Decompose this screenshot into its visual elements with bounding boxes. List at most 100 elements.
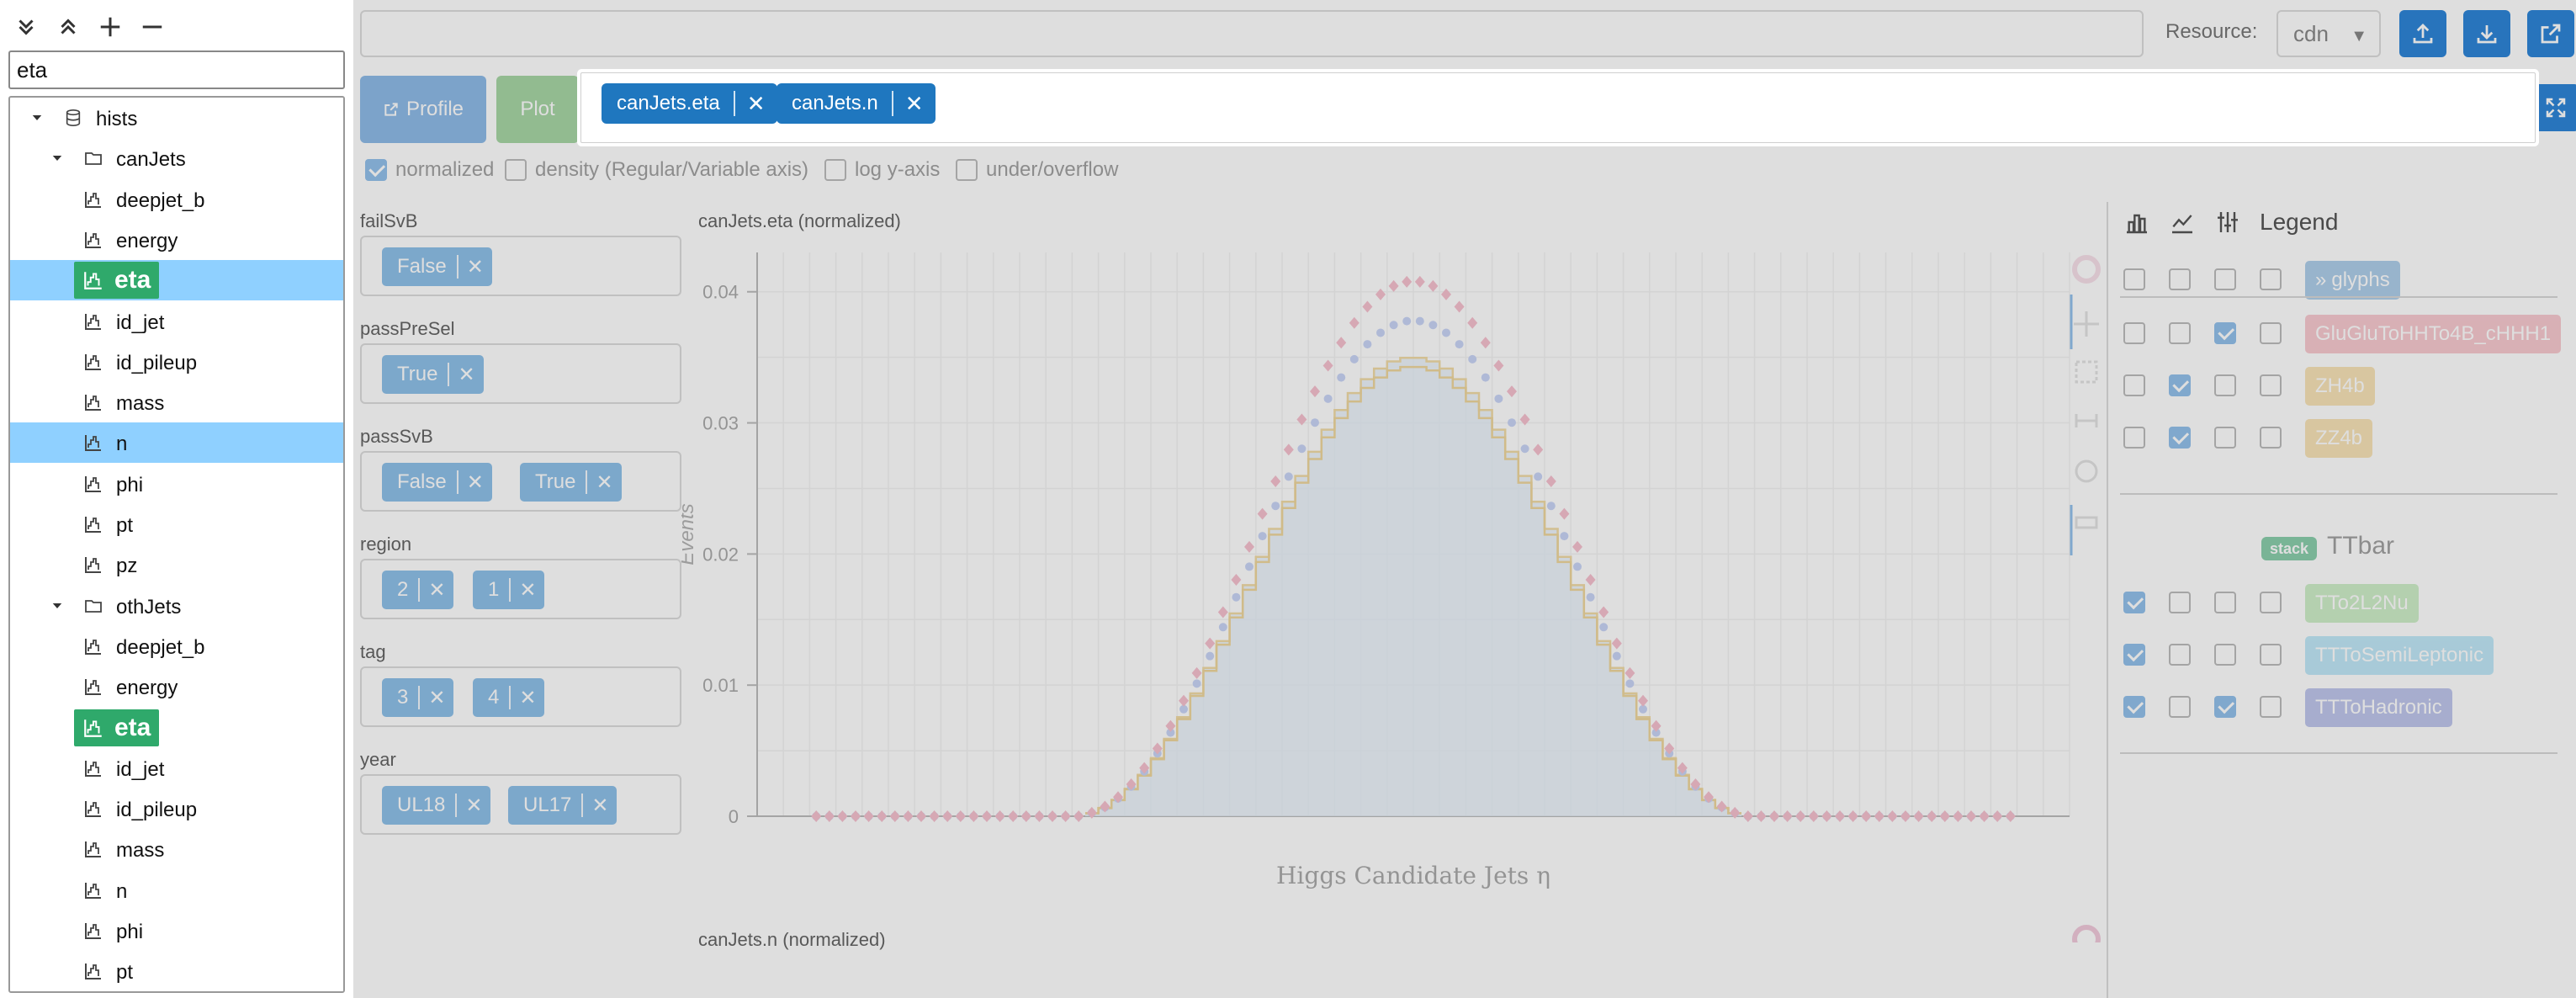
download-button[interactable] (2463, 10, 2510, 57)
legend-entry[interactable]: TTo2L2Nu (2123, 581, 2561, 624)
filter-value-tag[interactable]: True ✕ (520, 463, 622, 502)
option-checkbox[interactable] (365, 159, 387, 181)
option-0[interactable]: normalized (365, 158, 494, 182)
filter-select[interactable]: False ✕ True ✕ (360, 451, 681, 512)
close-icon[interactable]: ✕ (591, 794, 609, 817)
legend-checkbox[interactable] (2123, 644, 2145, 666)
legend-checkbox[interactable] (2169, 644, 2191, 666)
legend-checkbox[interactable] (2260, 374, 2282, 396)
tree-node-othJets-phi[interactable]: phi (10, 910, 343, 951)
tree-node-othJets-mass[interactable]: mass (10, 829, 343, 869)
legend-entry[interactable]: TTToHadronic (2123, 685, 2561, 729)
selected-hists-box[interactable]: canJets.eta ✕ canJets.n ✕ (580, 72, 2536, 143)
sliders-icon[interactable] (2214, 209, 2241, 236)
remove-button[interactable] (138, 10, 167, 44)
pan-tool-icon[interactable] (2074, 311, 2099, 337)
filter-value-tag[interactable]: 1 ✕ (473, 571, 545, 609)
close-icon[interactable]: ✕ (466, 470, 484, 494)
legend-checkbox[interactable] (2169, 696, 2191, 718)
legend-entry-tag[interactable]: TTToSemiLeptonic (2305, 636, 2494, 675)
tree-node-canJets-mass[interactable]: mass (10, 382, 343, 422)
legend-checkbox[interactable] (2214, 427, 2236, 449)
resource-select[interactable]: cdn ▼ (2277, 10, 2381, 57)
filter-value-tag[interactable]: True ✕ (382, 355, 484, 394)
tree-node-canJets-deepjet_b[interactable]: deepjet_b (10, 179, 343, 220)
tree-node-canJets-id_jet[interactable]: id_jet (10, 301, 343, 342)
legend-checkbox[interactable] (2169, 374, 2191, 396)
legend-checkbox[interactable] (2260, 644, 2282, 666)
wheel-zoom-icon[interactable] (2075, 414, 2098, 427)
legend-entry[interactable]: » glyphs (2123, 257, 2561, 301)
fullscreen-button[interactable] (2532, 84, 2576, 131)
hist-search-input[interactable] (8, 50, 345, 89)
caret-down-icon[interactable] (49, 150, 66, 167)
close-icon[interactable]: ✕ (466, 255, 484, 279)
close-icon[interactable]: ✕ (519, 578, 537, 602)
tree-node-othJets-eta[interactable]: eta (10, 708, 343, 748)
plot-button[interactable]: Plot (496, 76, 579, 143)
close-icon[interactable]: ✕ (428, 578, 446, 602)
close-icon[interactable]: ✕ (904, 90, 924, 116)
filter-value-tag[interactable]: 2 ✕ (382, 571, 454, 609)
close-icon[interactable]: ✕ (519, 686, 537, 709)
legend-checkbox[interactable] (2123, 592, 2145, 613)
caret-down-icon[interactable] (49, 597, 66, 614)
legend-checkbox[interactable] (2123, 322, 2145, 344)
expand-all-button[interactable] (12, 10, 40, 44)
caret-down-icon[interactable] (29, 109, 45, 126)
close-icon[interactable]: ✕ (465, 794, 483, 817)
tree-node-canJets-id_pileup[interactable]: id_pileup (10, 342, 343, 382)
tree-node-othJets-energy[interactable]: energy (10, 666, 343, 707)
legend-checkbox[interactable] (2260, 592, 2282, 613)
filter-select[interactable]: UL18 ✕ UL17 ✕ (360, 774, 681, 835)
option-1[interactable]: density (Regular/Variable axis) (505, 158, 808, 182)
legend-checkbox[interactable] (2214, 322, 2236, 344)
legend-entry[interactable]: ZH4b (2123, 364, 2561, 407)
tree-node-canJets-eta[interactable]: eta (10, 260, 343, 301)
legend-checkbox[interactable] (2260, 268, 2282, 290)
legend-checkbox[interactable] (2123, 427, 2145, 449)
upload-button[interactable] (2399, 10, 2446, 57)
reset-icon[interactable] (2075, 459, 2098, 483)
legend-entry-tag[interactable]: ZZ4b (2305, 419, 2373, 458)
legend-entry-tag[interactable]: ZH4b (2305, 367, 2375, 406)
option-checkbox[interactable] (824, 159, 846, 181)
add-button[interactable] (96, 10, 125, 44)
tree-node-othJets-pt[interactable]: pt (10, 951, 343, 991)
tree-node-othJets-id_jet[interactable]: id_jet (10, 748, 343, 788)
filter-value-tag[interactable]: False ✕ (382, 463, 492, 502)
legend-checkbox[interactable] (2260, 322, 2282, 344)
tree-node-canJets-phi[interactable]: phi (10, 464, 343, 504)
filter-value-tag[interactable]: UL18 ✕ (382, 786, 491, 825)
legend-entry[interactable]: TTToSemiLeptonic (2123, 633, 2561, 677)
legend-checkbox[interactable] (2169, 427, 2191, 449)
filter-value-tag[interactable]: UL17 ✕ (508, 786, 617, 825)
legend-entry-tag[interactable]: GluGluToHHTo4B_cHHH1 (2305, 315, 2562, 353)
legend-entry[interactable]: ZZ4b (2123, 416, 2561, 459)
legend-entry[interactable]: GluGluToHHTo4B_cHHH1 (2123, 311, 2562, 355)
close-icon[interactable]: ✕ (458, 363, 475, 386)
tree-node-group-canJets[interactable]: canJets (10, 138, 343, 178)
selected-hist-tag[interactable]: canJets.eta ✕ (602, 83, 777, 124)
legend-checkbox[interactable] (2214, 696, 2236, 718)
filter-value-tag[interactable]: 3 ✕ (382, 678, 454, 717)
tree-node-canJets-energy[interactable]: energy (10, 220, 343, 260)
legend-checkbox[interactable] (2214, 268, 2236, 290)
line-chart-icon[interactable] (2169, 209, 2196, 236)
code-input[interactable] (360, 10, 2144, 57)
tree-node-othJets-deepjet_b[interactable]: deepjet_b (10, 626, 343, 666)
tree-node-root[interactable]: hists (10, 98, 343, 138)
legend-entry-tag[interactable]: TTo2L2Nu (2305, 584, 2419, 623)
option-checkbox[interactable] (505, 159, 527, 181)
legend-checkbox[interactable] (2169, 268, 2191, 290)
filter-select[interactable]: 3 ✕ 4 ✕ (360, 666, 681, 727)
legend-checkbox[interactable] (2169, 322, 2191, 344)
legend-entry-tag[interactable]: TTToHadronic (2305, 688, 2452, 727)
option-2[interactable]: log y-axis (824, 158, 940, 182)
bar-chart-icon[interactable] (2123, 209, 2150, 236)
legend-checkbox[interactable] (2260, 427, 2282, 449)
legend-entry-tag[interactable]: » glyphs (2305, 261, 2400, 300)
open-external-button[interactable] (2527, 10, 2574, 57)
close-icon[interactable]: ✕ (428, 686, 446, 709)
option-checkbox[interactable] (956, 159, 978, 181)
